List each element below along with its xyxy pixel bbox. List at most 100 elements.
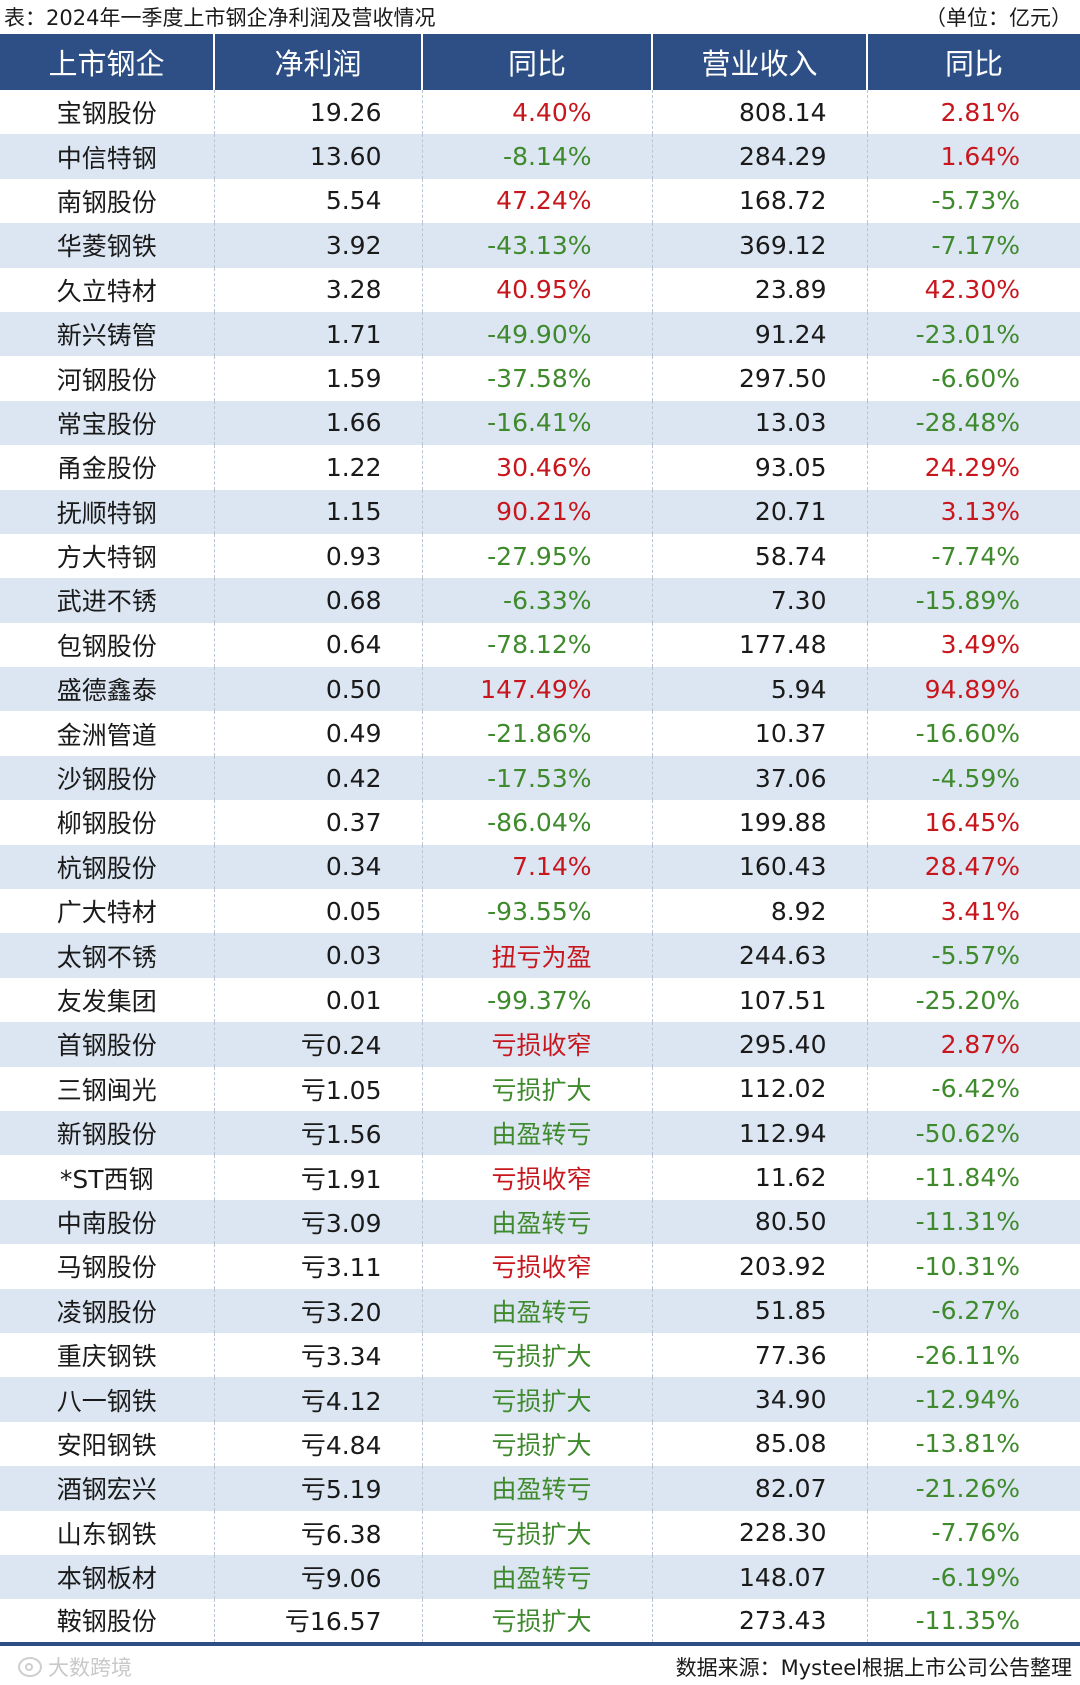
col-header-revenue-yoy: 同比 <box>867 34 1080 90</box>
data-source: 数据来源：Mysteel根据上市公司公告整理 <box>675 1655 1072 1680</box>
company-cell: 酒钢宏兴 <box>0 1466 215 1511</box>
net-profit-cell: 0.05 <box>214 889 423 934</box>
table-row: 三钢闽光 亏1.05 亏损扩大 112.02 -6.42% <box>0 1066 1080 1111</box>
company-cell: 盛德鑫泰 <box>0 667 215 712</box>
revenue-yoy-cell: 3.49% <box>940 630 1020 660</box>
profit-yoy-cell: -27.95% <box>422 533 653 579</box>
revenue-yoy-cell: 94.89% <box>867 667 1080 712</box>
table-row: 华菱钢铁 3.92 -43.13% 369.12 -7.17% <box>0 223 1080 268</box>
net-profit-cell: 1.71 <box>214 311 423 357</box>
revenue-cell: 244.63 <box>652 933 868 978</box>
net-profit-cell: 0.50 <box>214 667 423 712</box>
net-profit-cell: 亏3.11 <box>214 1244 423 1289</box>
revenue-yoy-cell: -16.60% <box>915 719 1020 749</box>
table-row: 河钢股份 1.59 -37.58% 297.50 -6.60% <box>0 356 1080 401</box>
revenue-yoy-cell: 2.87% <box>867 1022 1080 1067</box>
profit-yoy-cell: -8.14% <box>422 134 653 179</box>
profit-yoy-cell: 由盈转亏 <box>422 1110 653 1156</box>
table-row: 金洲管道 0.49 -21.86% 10.37 -16.60% <box>0 711 1080 756</box>
table-row: 重庆钢铁 亏3.34 亏损扩大 77.36 -26.11% <box>0 1332 1080 1378</box>
profit-yoy-cell: 亏损扩大 <box>422 1599 653 1646</box>
company-cell: 中信特钢 <box>0 134 215 179</box>
footer: 大数跨境 数据来源：Mysteel根据上市公司公告整理 <box>0 1648 1080 1685</box>
revenue-yoy-cell: -11.84% <box>915 1163 1020 1193</box>
revenue-yoy-cell: 16.45% <box>924 807 1020 837</box>
revenue-yoy-cell: -6.27% <box>867 1288 1080 1333</box>
net-profit-cell: 5.54 <box>214 178 423 224</box>
table-body: 宝钢股份 19.26 4.40% 808.14 2.81% 中信特钢 13.60 -8.14%… <box>0 90 1080 1646</box>
revenue-yoy-cell: -15.89% <box>867 578 1080 623</box>
revenue-yoy-cell: -11.35% <box>867 1599 1080 1646</box>
profit-yoy-cell: 30.46% <box>422 445 653 490</box>
profit-yoy-cell: -99.37% <box>422 977 653 1023</box>
profit-yoy-cell: -43.13% <box>422 223 653 268</box>
table-row: 安阳钢铁 亏4.84 亏损扩大 85.08 -13.81% <box>0 1421 1080 1467</box>
table-row: 马钢股份 亏3.11 亏损收窄 203.92 -10.31% <box>0 1244 1080 1289</box>
profit-yoy-cell: 147.49% <box>422 667 653 712</box>
revenue-cell: 199.88 <box>652 800 868 845</box>
revenue-yoy-cell: 24.29% <box>924 452 1020 482</box>
profit-yoy-cell: -93.55% <box>422 889 653 934</box>
net-profit-cell: 亏4.84 <box>214 1421 423 1467</box>
revenue-cell: 5.94 <box>652 667 868 712</box>
net-profit-cell: 亏1.56 <box>214 1110 423 1156</box>
table-caption-bar: 表：2024年一季度上市钢企净利润及营收情况 （单位：亿元） <box>0 0 1080 34</box>
revenue-yoy-cell: -13.81% <box>915 1429 1020 1459</box>
net-profit-cell: 0.93 <box>214 533 423 579</box>
table-row: 盛德鑫泰 0.50 147.49% 5.94 94.89% <box>0 667 1080 712</box>
company-cell: 友发集团 <box>0 977 215 1023</box>
company-cell: 久立特材 <box>0 267 215 312</box>
company-cell: 沙钢股份 <box>0 755 215 801</box>
revenue-yoy-cell: 42.30% <box>924 275 1020 305</box>
profit-yoy-cell: 亏损扩大 <box>422 1377 653 1422</box>
table-row: 本钢板材 亏9.06 由盈转亏 148.07 -6.19% <box>0 1554 1080 1600</box>
table-row: 酒钢宏兴 亏5.19 由盈转亏 82.07 -21.26% <box>0 1466 1080 1511</box>
revenue-cell: 7.30 <box>652 578 868 623</box>
company-cell: 三钢闽光 <box>0 1066 215 1111</box>
profit-yoy-cell: -37.58% <box>422 356 653 401</box>
revenue-cell: 369.12 <box>652 223 868 268</box>
revenue-yoy-cell: -5.73% <box>931 186 1020 216</box>
net-profit-cell: 0.03 <box>214 933 423 978</box>
profit-yoy-cell: 由盈转亏 <box>422 1199 653 1245</box>
revenue-cell: 112.02 <box>652 1066 868 1111</box>
net-profit-cell: 亏4.12 <box>214 1377 423 1422</box>
profit-yoy-cell: -86.04% <box>422 800 653 845</box>
revenue-yoy-cell: -23.01% <box>867 311 1080 357</box>
table-row: 中南股份 亏3.09 由盈转亏 80.50 -11.31% <box>0 1199 1080 1245</box>
revenue-cell: 20.71 <box>652 489 868 534</box>
company-cell: 中南股份 <box>0 1199 215 1245</box>
revenue-yoy-cell: 28.47% <box>867 844 1080 890</box>
table-row: 杭钢股份 0.34 7.14% 160.43 28.47% <box>0 844 1080 890</box>
company-cell: 华菱钢铁 <box>0 223 215 268</box>
profit-yoy-cell: 亏损收窄 <box>422 1244 653 1289</box>
table-row: 宝钢股份 19.26 4.40% 808.14 2.81% <box>0 90 1080 135</box>
watermark-logo-icon <box>18 1656 42 1677</box>
net-profit-cell: 1.59 <box>214 356 423 401</box>
net-profit-cell: 亏1.91 <box>214 1155 423 1200</box>
company-cell: 山东钢铁 <box>0 1510 215 1555</box>
watermark-text: 大数跨境 <box>48 1655 132 1680</box>
revenue-cell: 51.85 <box>652 1288 868 1333</box>
table-row: 广大特材 0.05 -93.55% 8.92 3.41% <box>0 889 1080 934</box>
revenue-yoy-cell: -7.76% <box>931 1518 1020 1548</box>
net-profit-cell: 0.42 <box>214 755 423 801</box>
revenue-cell: 93.05 <box>652 445 868 490</box>
company-cell: 甬金股份 <box>0 445 215 490</box>
profit-yoy-cell: 由盈转亏 <box>422 1554 653 1600</box>
profit-yoy-cell: 扭亏为盈 <box>422 933 653 978</box>
company-cell: 新钢股份 <box>0 1110 215 1156</box>
company-cell: 武进不锈 <box>0 578 215 623</box>
net-profit-cell: 1.15 <box>214 489 423 534</box>
net-profit-cell: 0.68 <box>214 578 423 623</box>
company-cell: *ST西钢 <box>0 1155 215 1200</box>
table-row: 中信特钢 13.60 -8.14% 284.29 1.64% <box>0 134 1080 179</box>
company-cell: 鞍钢股份 <box>0 1599 215 1646</box>
net-profit-cell: 1.66 <box>214 400 423 446</box>
profit-yoy-cell: 亏损收窄 <box>422 1022 653 1067</box>
net-profit-cell: 亏6.38 <box>214 1510 423 1555</box>
revenue-yoy-cell: -26.11% <box>915 1340 1020 1370</box>
profit-yoy-cell: -17.53% <box>422 755 653 801</box>
revenue-yoy-cell: -12.94% <box>867 1377 1080 1422</box>
revenue-cell: 203.92 <box>652 1244 868 1289</box>
